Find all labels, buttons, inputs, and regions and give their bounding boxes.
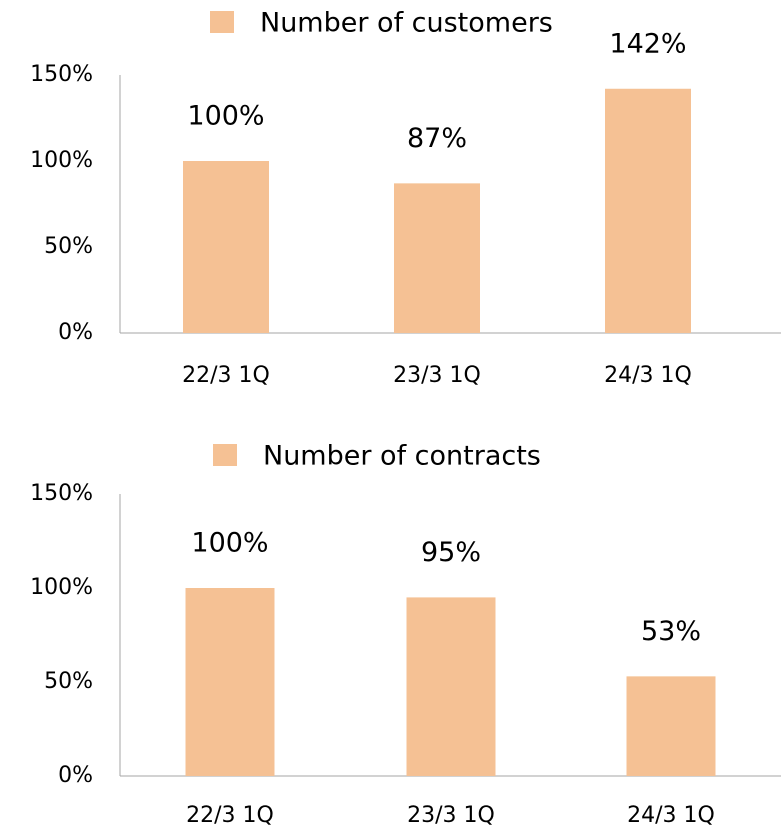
bar	[406, 597, 496, 776]
y-tick-label: 150%	[30, 481, 93, 506]
bar	[394, 183, 480, 333]
x-tick-label: 23/3 1Q	[407, 803, 495, 828]
y-tick-label: 50%	[44, 669, 93, 694]
y-tick-label: 100%	[30, 575, 93, 600]
y-tick-label: 100%	[30, 148, 93, 173]
legend-label: Number of contracts	[263, 441, 541, 472]
legend-label: Number of customers	[260, 8, 553, 39]
x-tick-label: 24/3 1Q	[627, 803, 715, 828]
y-tick-label: 150%	[30, 62, 93, 87]
value-label: 95%	[421, 537, 481, 568]
bar	[605, 88, 691, 333]
x-tick-label: 24/3 1Q	[604, 363, 692, 388]
x-tick-label: 22/3 1Q	[186, 803, 274, 828]
legend-swatch	[213, 444, 237, 466]
value-label: 87%	[407, 123, 467, 154]
value-label: 100%	[187, 101, 264, 132]
legend-swatch	[210, 11, 234, 33]
y-tick-label: 0%	[58, 763, 93, 788]
bar	[183, 161, 269, 333]
x-tick-label: 23/3 1Q	[393, 363, 481, 388]
bar	[185, 588, 275, 776]
y-tick-label: 50%	[44, 234, 93, 259]
value-label: 53%	[641, 616, 701, 647]
x-tick-label: 22/3 1Q	[182, 363, 270, 388]
y-tick-label: 0%	[58, 320, 93, 345]
value-label: 142%	[609, 28, 686, 59]
value-label: 100%	[191, 528, 268, 559]
bar	[626, 676, 716, 776]
